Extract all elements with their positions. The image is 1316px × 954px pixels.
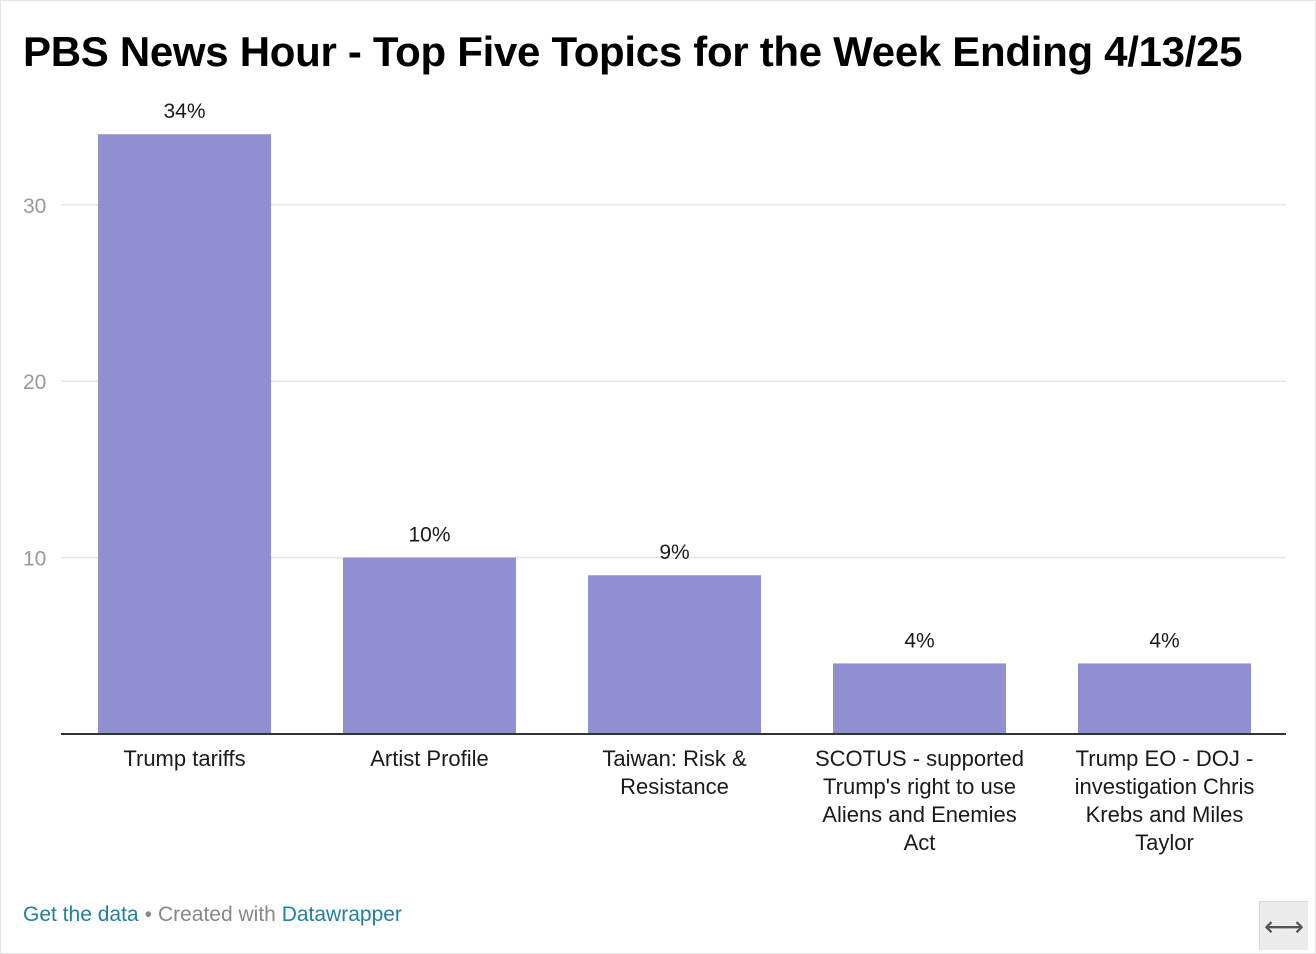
bar <box>1078 663 1251 734</box>
chart-title: PBS News Hour - Top Five Topics for the … <box>23 28 1243 75</box>
bar <box>833 663 1006 734</box>
horizontal-resize-icon[interactable]: ⟷ <box>1259 901 1308 950</box>
y-tick-label: 20 <box>23 371 46 394</box>
data-label: 10% <box>408 524 450 547</box>
x-tick-label: Artist Profile <box>370 746 489 771</box>
x-tick-label: SCOTUS - supported Trump's right to use Al… <box>815 746 1024 855</box>
bar <box>588 575 761 734</box>
bar <box>98 134 271 735</box>
datawrapper-link[interactable]: Datawrapper <box>281 903 402 926</box>
chart-footer: Get the data • Created with Datawrapper <box>23 901 402 929</box>
footer-separator: • <box>144 903 152 926</box>
y-tick-label: 30 <box>23 195 46 218</box>
get-the-data-link[interactable]: Get the data <box>23 903 139 926</box>
created-with-label: Created with <box>157 903 276 926</box>
y-tick-label: 10 <box>23 548 46 571</box>
data-label: 4% <box>1149 629 1179 652</box>
x-tick-label: Trump EO - DOJ -investigation Chris Krebs… <box>1075 746 1255 855</box>
data-label: 4% <box>904 629 934 652</box>
data-label: 9% <box>659 541 689 564</box>
x-tick-label: Trump tariffs <box>123 746 245 771</box>
bar-chart: 10 20 30 34% Trump tariffs 10% Artist Profile 9… <box>23 100 1286 855</box>
bar <box>343 557 516 734</box>
data-label: 34% <box>163 100 205 123</box>
x-tick-label: Taiwan: Risk & Resistance <box>602 746 747 799</box>
